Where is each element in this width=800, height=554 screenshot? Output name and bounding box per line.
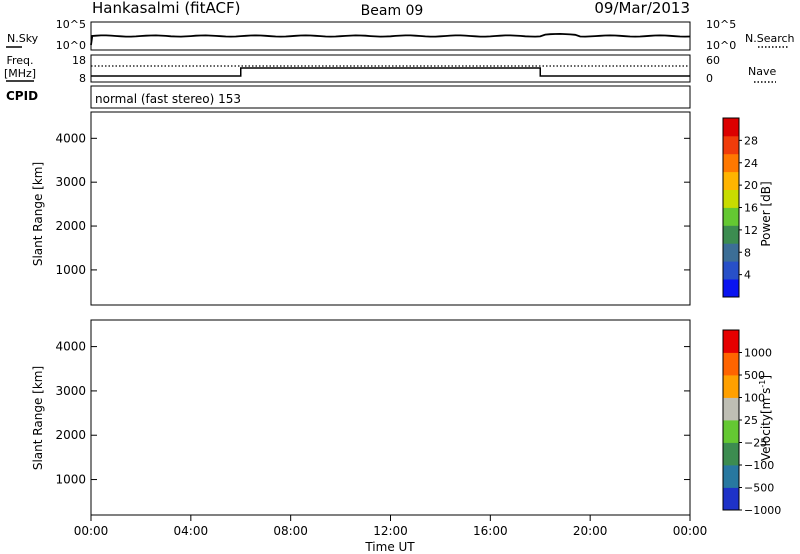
cpid-row-frame — [90, 85, 691, 109]
colorbar-tick-label: 28 — [744, 134, 758, 147]
colorbar-tick-label: 20 — [744, 179, 758, 192]
freq-panel-frame — [90, 54, 691, 83]
nave-right-tick-top: 60 — [706, 54, 720, 67]
cpid-label: CPID — [6, 89, 38, 103]
colorbar-swatch — [723, 279, 739, 298]
nsearch-label: N.Search — [745, 32, 795, 45]
freq-left-tick-bottom: 8 — [79, 72, 86, 85]
freq-label-line1: Freq. — [6, 54, 33, 67]
cpid-value: normal (fast stereo) 153 — [95, 92, 241, 106]
colorbar-swatch — [723, 243, 739, 262]
y-tick-label: 3000 — [55, 175, 86, 189]
power-colorbar: 4 8 12 16 20 24 28 — [722, 117, 758, 298]
nsky-right-tick-top: 10^5 — [706, 18, 736, 31]
colorbar-tick-label: 12 — [744, 224, 758, 237]
nsky-label: N.Sky — [7, 32, 39, 45]
freq-label-line2: [MHz] — [4, 67, 36, 80]
nsky-panel-frame — [90, 21, 691, 51]
nsky-left-tick-top: 10^5 — [56, 18, 86, 31]
colorbar-tick-label: 8 — [744, 246, 751, 259]
nsky-trace — [90, 32, 691, 46]
colorbar-swatch — [723, 261, 739, 280]
colorbar-swatch — [723, 118, 739, 137]
colorbar-tick-label: 24 — [744, 157, 758, 170]
y-tick-label: 4000 — [55, 131, 86, 145]
power-panel-frame — [90, 111, 691, 306]
colorbar-tick-label: 16 — [744, 202, 758, 215]
colorbar-swatch — [723, 153, 739, 173]
nsky-right-tick-bottom: 10^0 — [706, 39, 736, 52]
colorbar-tick-label: 4 — [744, 269, 751, 282]
freq-trace — [91, 67, 690, 77]
freq-left-tick-top: 18 — [72, 54, 86, 67]
beam-title: Beam 09 — [361, 3, 424, 19]
nsky-left-tick-bottom: 10^0 — [56, 39, 86, 52]
power-y-ticks: 1000 2000 3000 4000 — [55, 131, 690, 277]
station-title: Hankasalmi (fitACF) — [92, 0, 240, 17]
colorbar-swatch — [723, 135, 739, 155]
nave-right-tick-bottom: 0 — [706, 72, 713, 85]
colorbar-swatch — [723, 225, 739, 244]
date-title: 09/Mar/2013 — [594, 0, 690, 17]
nave-label: Nave — [748, 65, 776, 78]
power-ylabel: Slant Range [km] — [31, 162, 45, 266]
power-colorbar-label: Power [dB] — [759, 181, 773, 246]
colorbar-swatch — [723, 171, 739, 190]
colorbar-swatch — [723, 189, 739, 208]
colorbar-swatch — [723, 207, 739, 226]
y-tick-label: 2000 — [55, 219, 86, 233]
y-tick-label: 1000 — [55, 263, 86, 277]
